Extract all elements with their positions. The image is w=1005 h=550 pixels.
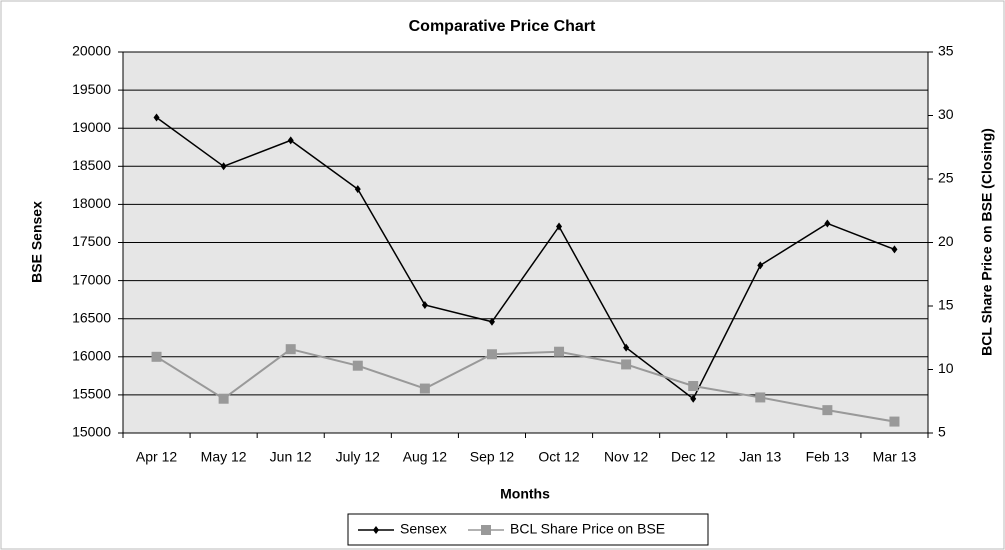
legend-label: Sensex [400,521,447,537]
x-tick-label: Sep 12 [470,449,515,465]
marker [151,351,162,362]
chart-title: Comparative Price Chart [409,18,596,35]
y2-tick-label: 35 [938,43,954,59]
marker [688,381,699,392]
y-tick-label: 17000 [72,271,111,287]
y-tick-label: 18000 [72,195,111,211]
x-tick-label: Jun 12 [270,449,312,465]
marker [421,300,428,309]
marker [757,261,764,270]
marker [153,113,160,122]
x-tick-label: May 12 [201,449,247,465]
marker [354,185,361,194]
series-line [156,116,895,400]
marker [621,359,632,370]
marker [889,416,900,427]
y2-tick-label: 15 [938,297,954,313]
y-tick-label: 20000 [72,43,111,59]
y-tick-label: 18500 [72,157,111,173]
y-tick-label: 15000 [72,424,111,440]
marker [285,344,296,355]
y-tick-label: 16500 [72,309,111,325]
y2-tick-label: 25 [938,170,954,186]
x-tick-label: Mar 13 [873,449,917,465]
y-tick-label: 15500 [72,386,111,402]
marker [690,394,697,403]
marker [822,405,833,416]
x-tick-label: Feb 13 [806,449,850,465]
marker [554,346,565,357]
y2-axis-title: BCL Share Price on BSE (Closing) [979,128,995,356]
x-axis-title: Months [500,486,550,502]
marker [556,222,563,231]
legend-marker [481,525,491,535]
marker [755,392,766,403]
x-tick-label: Nov 12 [604,449,649,465]
marker [287,136,294,145]
y-axis-title: BSE Sensex [29,201,45,283]
marker [486,349,497,360]
marker [891,245,898,254]
y2-tick-label: 10 [938,360,954,376]
y2-tick-label: 5 [938,424,946,440]
marker [419,383,430,394]
marker [220,162,227,171]
x-tick-label: Jan 13 [739,449,781,465]
legend-marker [373,526,379,534]
series-line [156,348,895,423]
y-tick-label: 19000 [72,119,111,135]
marker [824,219,831,228]
x-tick-label: Dec 12 [671,449,716,465]
y-tick-label: 19500 [72,81,111,97]
x-tick-label: Apr 12 [136,449,177,465]
marker [352,360,363,371]
y-tick-label: 16000 [72,348,111,364]
marker [488,317,495,326]
marker [218,393,229,404]
y2-tick-label: 30 [938,106,954,122]
x-tick-label: Oct 12 [538,449,579,465]
legend [347,513,709,546]
y2-tick-label: 20 [938,233,954,249]
x-tick-label: Aug 12 [403,449,448,465]
y-tick-label: 17500 [72,233,111,249]
legend-label: BCL Share Price on BSE [510,521,665,537]
x-tick-label: July 12 [336,449,381,465]
marker [623,343,630,352]
